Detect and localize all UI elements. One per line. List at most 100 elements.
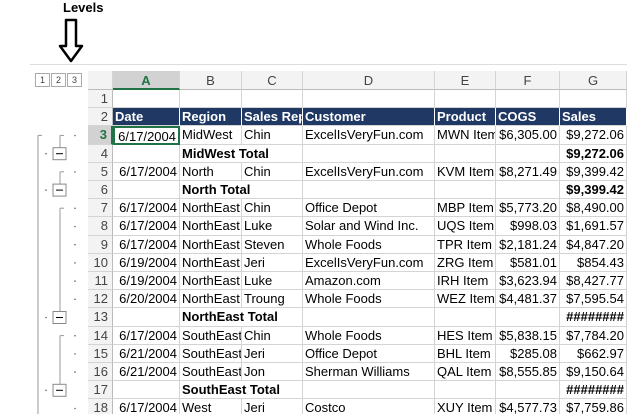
cell: ExcelIsVeryFun.com (303, 162, 435, 181)
cell: 6/17/2004 (113, 162, 180, 181)
outline-dot (74, 225, 76, 228)
cell: 6/17/2004 (113, 217, 180, 236)
cell: $7,784.20 (560, 326, 627, 345)
cell (242, 144, 303, 163)
row-number: 5 (88, 162, 113, 181)
cell: Amazon.com (303, 272, 435, 291)
cell: Whole Foods (303, 326, 435, 345)
cell: $581.01 (496, 253, 560, 272)
cell: Office Depot (303, 199, 435, 218)
cell: QAL Item (435, 363, 496, 382)
cell: Jon (242, 363, 303, 382)
cell (496, 308, 560, 327)
row-number: 9 (88, 235, 113, 254)
cell (113, 144, 180, 163)
cell (303, 381, 435, 400)
outline-area (37, 134, 76, 414)
cell: NorthEast (180, 272, 242, 291)
column-header: A (113, 71, 180, 90)
cell: Luke (242, 217, 303, 236)
cell (435, 381, 496, 400)
outline-level-button[interactable]: 2 (51, 73, 66, 87)
cell: KVM Item (435, 162, 496, 181)
cell (303, 308, 435, 327)
cell: NorthEast (180, 290, 242, 309)
outline-dot (45, 152, 47, 155)
column-header: F (496, 71, 560, 90)
cell (180, 90, 242, 109)
cell: SouthEast (180, 326, 242, 345)
row-number: 6 (88, 181, 113, 200)
cell (435, 308, 496, 327)
cell (496, 90, 560, 109)
cell: 6/20/2004 (113, 290, 180, 309)
cell: $5,838.15 (496, 326, 560, 345)
cell: $3,623.94 (496, 272, 560, 291)
cell (435, 90, 496, 109)
cell: ExcelIsVeryFun.com (303, 253, 435, 272)
row-number: 12 (88, 290, 113, 309)
cell: ######## (560, 381, 627, 400)
cell: Chin (242, 326, 303, 345)
cell: WEZ Item (435, 290, 496, 309)
row-number: 10 (88, 253, 113, 272)
cell: ######## (560, 308, 627, 327)
cell: $5,773.20 (496, 199, 560, 218)
cell: North Total (180, 181, 250, 200)
cell (113, 308, 180, 327)
row-number: 8 (88, 217, 113, 236)
header-cell: Sales (560, 108, 627, 127)
row-number: 13 (88, 308, 113, 327)
cell: 6/19/2004 (113, 272, 180, 291)
cell (113, 381, 180, 400)
cell: Office Depot (303, 344, 435, 363)
column-header: B (180, 71, 242, 90)
cell: TPR Item (435, 235, 496, 254)
header-cell: Date (113, 108, 180, 127)
cell: Jeri (242, 344, 303, 363)
row-number: 16 (88, 363, 113, 382)
cell: $4,847.20 (560, 235, 627, 254)
cell: 6/17/2004 (113, 326, 180, 345)
levels-label: Levels (63, 0, 104, 15)
cell: Chin (242, 162, 303, 181)
outline-dot (45, 316, 47, 319)
row-number: 18 (88, 399, 113, 414)
column-header: G (560, 71, 627, 90)
column-header: E (435, 71, 496, 90)
cell: 6/17/2004 (113, 199, 180, 218)
cell (435, 181, 496, 200)
cell: NorthEast (180, 235, 242, 254)
cell: Sherman Williams (303, 363, 435, 382)
cell: $9,399.42 (560, 162, 627, 181)
cell (242, 381, 303, 400)
outline-dot (74, 171, 76, 173)
header-cell: COGS (496, 108, 560, 127)
outline-level-button[interactable]: 1 (35, 73, 50, 87)
outline-dot (74, 298, 76, 301)
cell: 6/21/2004 (113, 363, 180, 382)
cell: $9,150.64 (560, 363, 627, 382)
cell (242, 181, 303, 200)
cell: Chin (242, 199, 303, 218)
outline-dot (74, 262, 76, 264)
header-cell: Sales Rep (242, 108, 303, 127)
cell: SouthEast Total (180, 381, 280, 400)
cell: SouthEast (180, 363, 242, 382)
cell: ExcelIsVeryFun.com (303, 126, 435, 145)
outline-dot (74, 134, 76, 137)
ribbon-line (30, 64, 627, 65)
outline-level-button[interactable]: 3 (67, 73, 82, 87)
cell: $1,691.57 (560, 217, 627, 236)
arrow (58, 18, 84, 63)
outline-dot (74, 207, 76, 210)
cell: NorthEast Total (180, 308, 278, 327)
cell (496, 381, 560, 400)
cell: $4,481.37 (496, 290, 560, 309)
cell: Luke (242, 272, 303, 291)
cell: $9,399.42 (560, 181, 627, 200)
cell (303, 181, 435, 200)
row-number: 14 (88, 326, 113, 345)
cell: Whole Foods (303, 235, 435, 254)
cell: MidWest (180, 126, 242, 145)
